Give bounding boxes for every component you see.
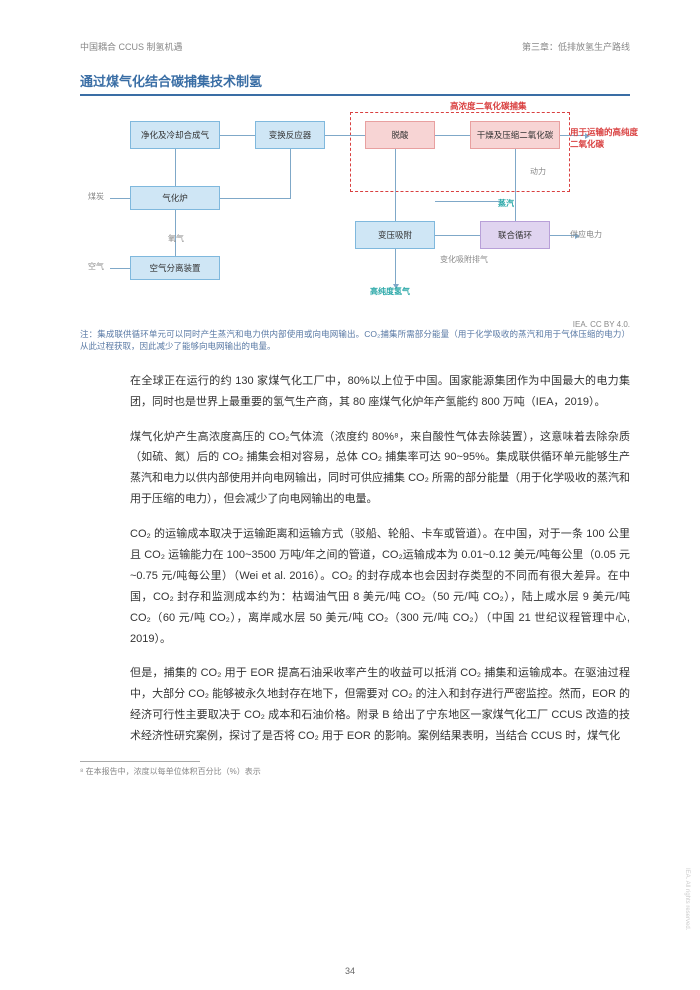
flow-arrow bbox=[515, 149, 516, 221]
label-psa_exh: 变化吸附排气 bbox=[440, 254, 488, 265]
node-airsep: 空气分离装置 bbox=[130, 256, 220, 280]
footnote: ⁸ 在本报告中，浓度以每单位体积百分比（%）表示 bbox=[80, 766, 630, 777]
flow-arrow bbox=[435, 135, 470, 136]
flow-arrow bbox=[220, 198, 290, 199]
label-air: 空气 bbox=[88, 261, 104, 272]
label-right_red: 用于运输的高纯度 二氧化碳 bbox=[570, 126, 638, 150]
node-gasifier: 气化炉 bbox=[130, 186, 220, 210]
label-oxygen: 氧气 bbox=[168, 233, 184, 244]
flow-arrow bbox=[220, 135, 255, 136]
flowchart-diagram: 净化及冷却合成气 变换反应器 脱酸 干燥及压缩二氧化碳气化炉变压吸附 联合循环空气分离装… bbox=[80, 106, 620, 316]
paragraph: 煤气化炉产生高浓度高压的 CO₂气体流（浓度约 80%⁸，来自酸性气体去除装置）… bbox=[80, 427, 630, 511]
flow-arrow bbox=[435, 235, 480, 236]
page-number: 34 bbox=[0, 966, 700, 976]
flow-arrow bbox=[110, 268, 130, 269]
flow-arrow bbox=[175, 149, 176, 186]
node-purify: 净化及冷却合成气 bbox=[130, 121, 220, 149]
label-coal: 煤炭 bbox=[88, 191, 104, 202]
paragraph: CO₂ 的运输成本取决于运输距离和运输方式（驳船、轮船、卡车或管道）。在中国，对… bbox=[80, 524, 630, 649]
node-cycle: 联合循环 bbox=[480, 221, 550, 249]
node-shift: 变换反应器 bbox=[255, 121, 325, 149]
node-drycomp: 干燥及压缩二氧化碳 bbox=[470, 121, 560, 149]
figure-note: 注：集成联供循环单元可以同时产生蒸汽和电力供内部使用或向电网输出。CO₂捕集所需… bbox=[80, 329, 630, 353]
flow-arrow bbox=[395, 149, 396, 221]
flow-arrow bbox=[290, 149, 291, 199]
label-elec: 供应电力 bbox=[570, 229, 602, 240]
node-deacid: 脱酸 bbox=[365, 121, 435, 149]
node-psa: 变压吸附 bbox=[355, 221, 435, 249]
flow-arrow bbox=[435, 201, 500, 202]
label-steam: 蒸汽 bbox=[498, 198, 514, 209]
header-left: 中国耦合 CCUS 制氢机遇 bbox=[80, 40, 183, 53]
label-power: 动力 bbox=[530, 166, 546, 177]
page-header: 中国耦合 CCUS 制氢机遇 第三章：低排放氢生产路线 bbox=[80, 40, 630, 53]
flow-arrow bbox=[395, 249, 396, 284]
body-text: 在全球正在运行的约 130 家煤气化工厂中，80%以上位于中国。国家能源集团作为… bbox=[80, 371, 630, 747]
section-title: 通过煤气化结合碳捕集技术制氢 bbox=[80, 71, 630, 96]
paragraph: 在全球正在运行的约 130 家煤气化工厂中，80%以上位于中国。国家能源集团作为… bbox=[80, 371, 630, 413]
label-bot_teal: 高纯度氢气 bbox=[370, 286, 410, 297]
paragraph: 但是，捕集的 CO₂ 用于 EOR 提高石油采收率产生的收益可以抵消 CO₂ 捕… bbox=[80, 663, 630, 747]
figure-attribution: IEA. CC BY 4.0. bbox=[80, 320, 630, 329]
flow-arrow bbox=[110, 198, 130, 199]
header-right: 第三章：低排放氢生产路线 bbox=[522, 40, 630, 53]
side-copyright: IEA. All rights reserved. bbox=[684, 868, 690, 930]
label-top_red: 高浓度二氧化碳捕集 bbox=[450, 100, 527, 112]
flow-arrow bbox=[325, 135, 365, 136]
footnote-separator bbox=[80, 761, 200, 762]
